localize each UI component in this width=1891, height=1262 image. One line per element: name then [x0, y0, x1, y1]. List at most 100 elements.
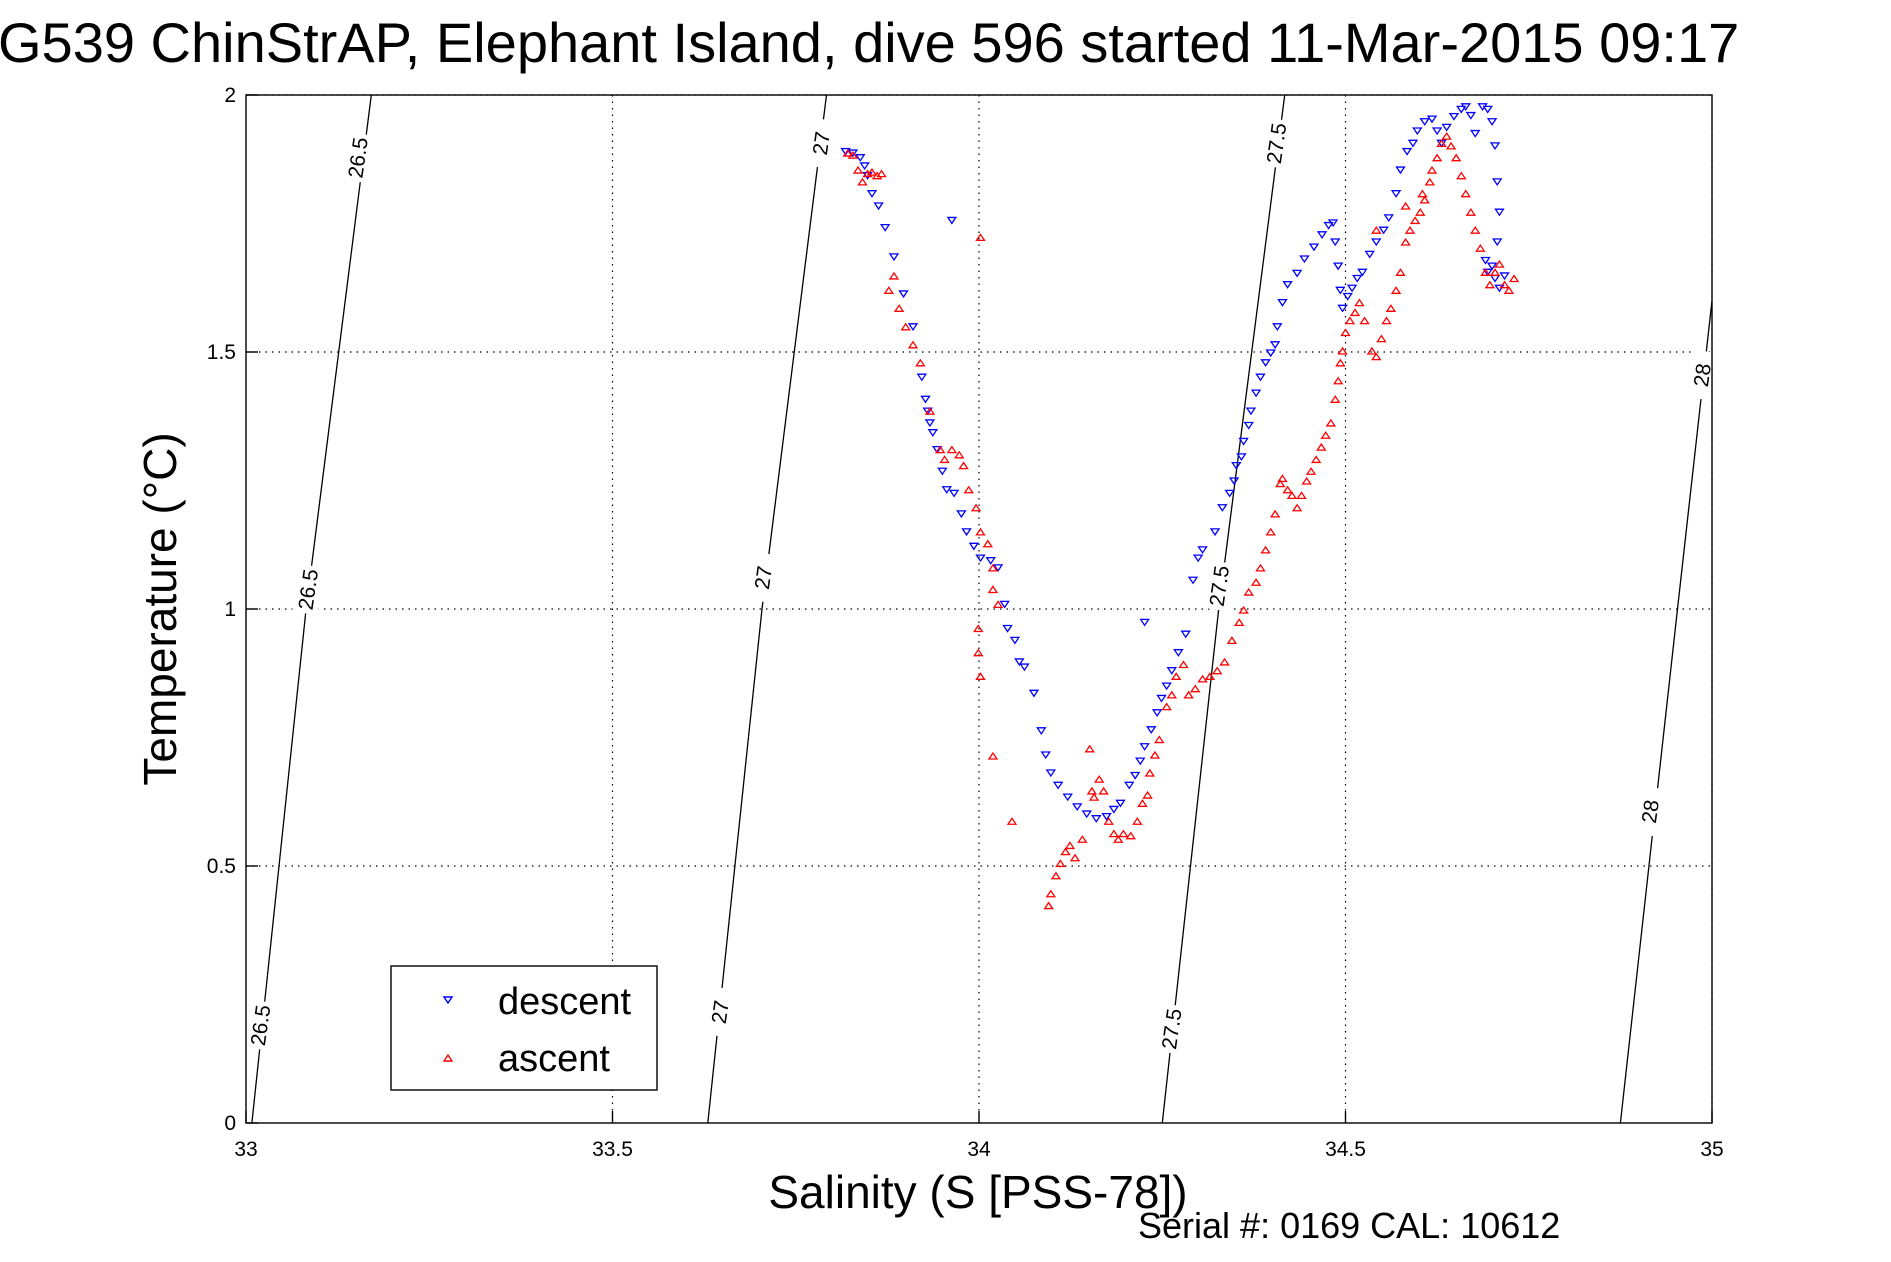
descent-point — [1419, 118, 1430, 126]
ascent-point — [1344, 316, 1356, 325]
ascent-point — [1305, 467, 1317, 475]
ascent-point — [1088, 792, 1100, 801]
descent-point — [1342, 292, 1353, 301]
ascent-point — [987, 563, 999, 572]
descent-point — [1308, 243, 1320, 252]
ascent-point — [1006, 817, 1018, 825]
ascent-point — [1409, 216, 1421, 225]
descent-point — [1327, 219, 1339, 228]
ascent-point — [842, 148, 854, 157]
descent-point — [1352, 274, 1363, 283]
descent-point — [932, 446, 943, 454]
descent-point — [1166, 667, 1177, 675]
contour-26-5: 26.5 26.5 26.5 — [246, 95, 375, 1123]
descent-point — [1316, 231, 1328, 239]
ascent-point — [1125, 831, 1136, 840]
ascent-point — [1282, 485, 1293, 494]
ascent-point — [1415, 208, 1426, 216]
contour-label: 27.5 — [1158, 1007, 1186, 1051]
descent-point — [1151, 709, 1163, 717]
descent-point — [1129, 771, 1141, 780]
descent-point — [946, 216, 958, 225]
contour-label-group: 28 — [1634, 785, 1667, 838]
ascent-point — [1093, 774, 1105, 783]
descent-point — [1441, 123, 1452, 132]
descent-point — [1052, 781, 1064, 790]
y-tick-label: 0 — [224, 1112, 236, 1135]
ascent-point — [1197, 674, 1208, 683]
ascent-point — [987, 585, 999, 594]
descent-point — [1371, 238, 1382, 247]
x-tick-label: 33.5 — [592, 1138, 633, 1161]
ascent-point — [1060, 847, 1071, 856]
descent-point — [1115, 799, 1126, 808]
ascent-point — [871, 171, 883, 180]
descent-point — [1161, 682, 1172, 691]
ascent-point — [866, 167, 878, 176]
legend-box — [390, 965, 658, 1091]
descent-point — [859, 162, 870, 171]
descent-point — [1486, 118, 1498, 126]
ascent-point — [1084, 744, 1095, 753]
descent-point — [961, 528, 972, 537]
contour-label: 26.5 — [295, 568, 323, 612]
ascent-point — [1260, 545, 1271, 554]
ascent-point — [1132, 817, 1143, 825]
legend-descent-marker-icon — [442, 996, 454, 1005]
contour-label-group: 28 — [1686, 349, 1712, 401]
ascent-point — [1045, 889, 1057, 898]
x-tick-label: 33 — [234, 1138, 257, 1161]
ascent-point — [1086, 786, 1098, 795]
descent-point — [1346, 284, 1358, 293]
contour-line — [707, 95, 828, 1123]
descent-point — [1231, 461, 1242, 470]
descent-point — [1448, 112, 1460, 121]
descent-point — [924, 419, 936, 428]
contour-label: 26.5 — [247, 1004, 275, 1048]
ascent-point — [953, 450, 965, 459]
ascent-point — [1170, 672, 1182, 680]
descent-point — [888, 253, 900, 262]
ascent-point — [1470, 226, 1481, 234]
descent-point — [1460, 103, 1471, 111]
x-tick-label: 34 — [967, 1138, 991, 1161]
contour-label-gap — [805, 117, 838, 169]
ascent-point — [975, 672, 986, 680]
descent-point — [1139, 743, 1150, 751]
descent-point — [1187, 576, 1199, 585]
descent-point — [1217, 504, 1228, 512]
contour-label: 27 — [809, 130, 835, 156]
ascent-point — [1178, 660, 1189, 669]
descent-point — [1277, 299, 1288, 307]
ascent-point — [1335, 358, 1346, 367]
descent-point — [1426, 115, 1438, 124]
contour-label-group: 26.5 — [341, 132, 375, 184]
descent-point — [992, 564, 1004, 573]
descent-point — [1045, 769, 1057, 778]
ascent-point — [1291, 503, 1303, 512]
descent-point — [1028, 689, 1040, 698]
descent-point — [1357, 268, 1368, 277]
ascent-point — [1265, 527, 1276, 536]
descent-point — [1494, 208, 1505, 217]
descent-point — [1009, 636, 1021, 645]
descent-point — [1390, 190, 1402, 198]
descent-point — [1470, 129, 1481, 138]
descent-point — [1323, 221, 1334, 230]
contour-label-group: 27 — [747, 552, 780, 604]
ascent-point — [1381, 316, 1392, 325]
ascent-point — [1064, 841, 1076, 850]
legend-descent-label: descent — [498, 981, 632, 1023]
ascent-point — [1161, 702, 1172, 711]
ascent-point — [1332, 376, 1344, 385]
ascent-point — [1310, 455, 1322, 464]
y-tick-label: 1 — [224, 598, 236, 621]
descent-point — [1019, 663, 1030, 672]
ascent-point — [963, 485, 974, 494]
descent-point — [866, 190, 878, 198]
descent-point — [941, 486, 952, 494]
contour-label-group: 27.5 — [1155, 1003, 1189, 1055]
descent-point — [968, 542, 980, 551]
contour-label: 27.5 — [1263, 122, 1291, 166]
